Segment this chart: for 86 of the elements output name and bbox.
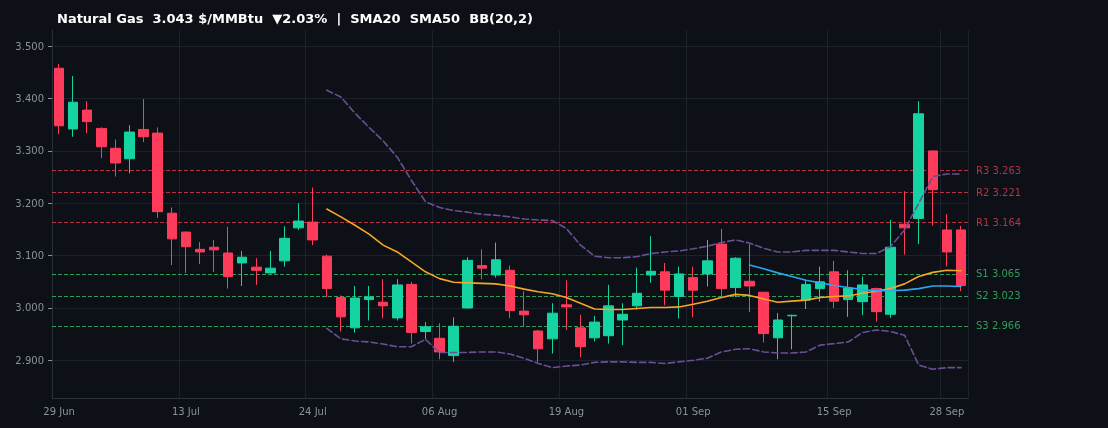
candlestick (350, 285, 360, 334)
ref-line-label: S3 2.966 (976, 320, 1021, 332)
candlestick (195, 241, 205, 265)
y-tick-label: 3.500 (15, 40, 44, 52)
candlestick (589, 315, 600, 342)
candlestick (519, 290, 529, 327)
candlestick (899, 190, 910, 256)
line-series (326, 89, 962, 259)
candlestick (336, 294, 346, 333)
candlestick (209, 239, 219, 273)
candlestick (406, 281, 417, 345)
line-series (326, 327, 962, 371)
candlestick (293, 202, 304, 231)
candlestick (448, 316, 459, 363)
x-tick-label: 29 Jun (43, 405, 75, 417)
x-tick-label: 01 Sep (675, 405, 711, 417)
x-tick-label: 24 Jul (298, 405, 327, 417)
candlestick (885, 219, 896, 319)
candlestick (124, 124, 135, 174)
candlestick (716, 228, 727, 298)
x-tick-label: 28 Sep (929, 405, 965, 417)
candlestick (787, 314, 797, 350)
candlestick (533, 329, 543, 363)
candlestick (744, 243, 755, 313)
candlestick (82, 100, 92, 134)
candlestick (660, 262, 670, 306)
candlestick (956, 225, 966, 292)
candlestick (913, 100, 924, 245)
candlestick (223, 226, 233, 290)
ref-line-label: R1 3.164 (976, 216, 1022, 228)
candlestick (138, 98, 149, 143)
ref-line-label: S2 3.023 (976, 290, 1021, 302)
x-tick-label: 13 Jul (171, 405, 200, 417)
candlestick (491, 242, 501, 279)
candlestick (54, 63, 64, 135)
chart-title: Natural Gas 3.043 $/MMBtu ▼2.03% | SMA20 SMA50 BB(20,2) (57, 11, 533, 26)
candlestick (68, 75, 78, 138)
candlestick (617, 302, 628, 346)
candlestick (307, 187, 318, 246)
candlestick (674, 266, 684, 319)
candlestick (237, 250, 247, 287)
candlestick (462, 256, 473, 309)
y-tick-label: 3.300 (15, 145, 44, 157)
candlestick (688, 266, 698, 318)
candlestick (730, 256, 741, 298)
candlestick (392, 278, 403, 322)
y-tick-label: 3.100 (15, 250, 44, 262)
candlestick (152, 126, 163, 219)
candlestick (928, 150, 938, 227)
candlestick (702, 239, 713, 287)
candlestick (434, 322, 445, 360)
x-tick-label: 06 Aug (421, 405, 458, 417)
candlestick (942, 213, 952, 268)
candlestick (322, 254, 332, 298)
ref-line-label: S1 3.065 (976, 268, 1021, 280)
candlestick (801, 279, 811, 310)
candlestick (265, 250, 276, 274)
candlestick (505, 265, 515, 319)
candlestick (110, 138, 121, 178)
candlestick (251, 257, 262, 286)
candlestick (773, 312, 783, 360)
ref-line-label: R2 3.221 (976, 186, 1022, 198)
candlestick (758, 291, 769, 344)
line-series (326, 208, 962, 311)
candlestick (547, 302, 558, 355)
candlestick (378, 278, 388, 319)
candlestick (279, 225, 290, 268)
candlestick (477, 248, 487, 280)
x-tick-label: 15 Sep (816, 405, 852, 417)
line-series (748, 264, 962, 292)
candlestick (575, 314, 586, 358)
candlestick (561, 279, 572, 331)
candlestick (603, 284, 614, 345)
candlestick (181, 231, 191, 274)
y-tick-label: 3.400 (15, 93, 44, 105)
candlestick (646, 235, 656, 284)
ref-line-label: R3 3.263 (976, 164, 1022, 176)
y-tick-label: 3.000 (15, 302, 44, 314)
candlestick (167, 206, 177, 266)
candlestick (96, 126, 107, 159)
y-tick-label: 3.200 (15, 197, 44, 209)
candlestick (632, 267, 642, 311)
x-tick-label: 19 Aug (548, 405, 585, 417)
y-tick-label: 2.900 (15, 354, 44, 366)
candlestick (364, 285, 374, 322)
candlestick (420, 321, 431, 340)
